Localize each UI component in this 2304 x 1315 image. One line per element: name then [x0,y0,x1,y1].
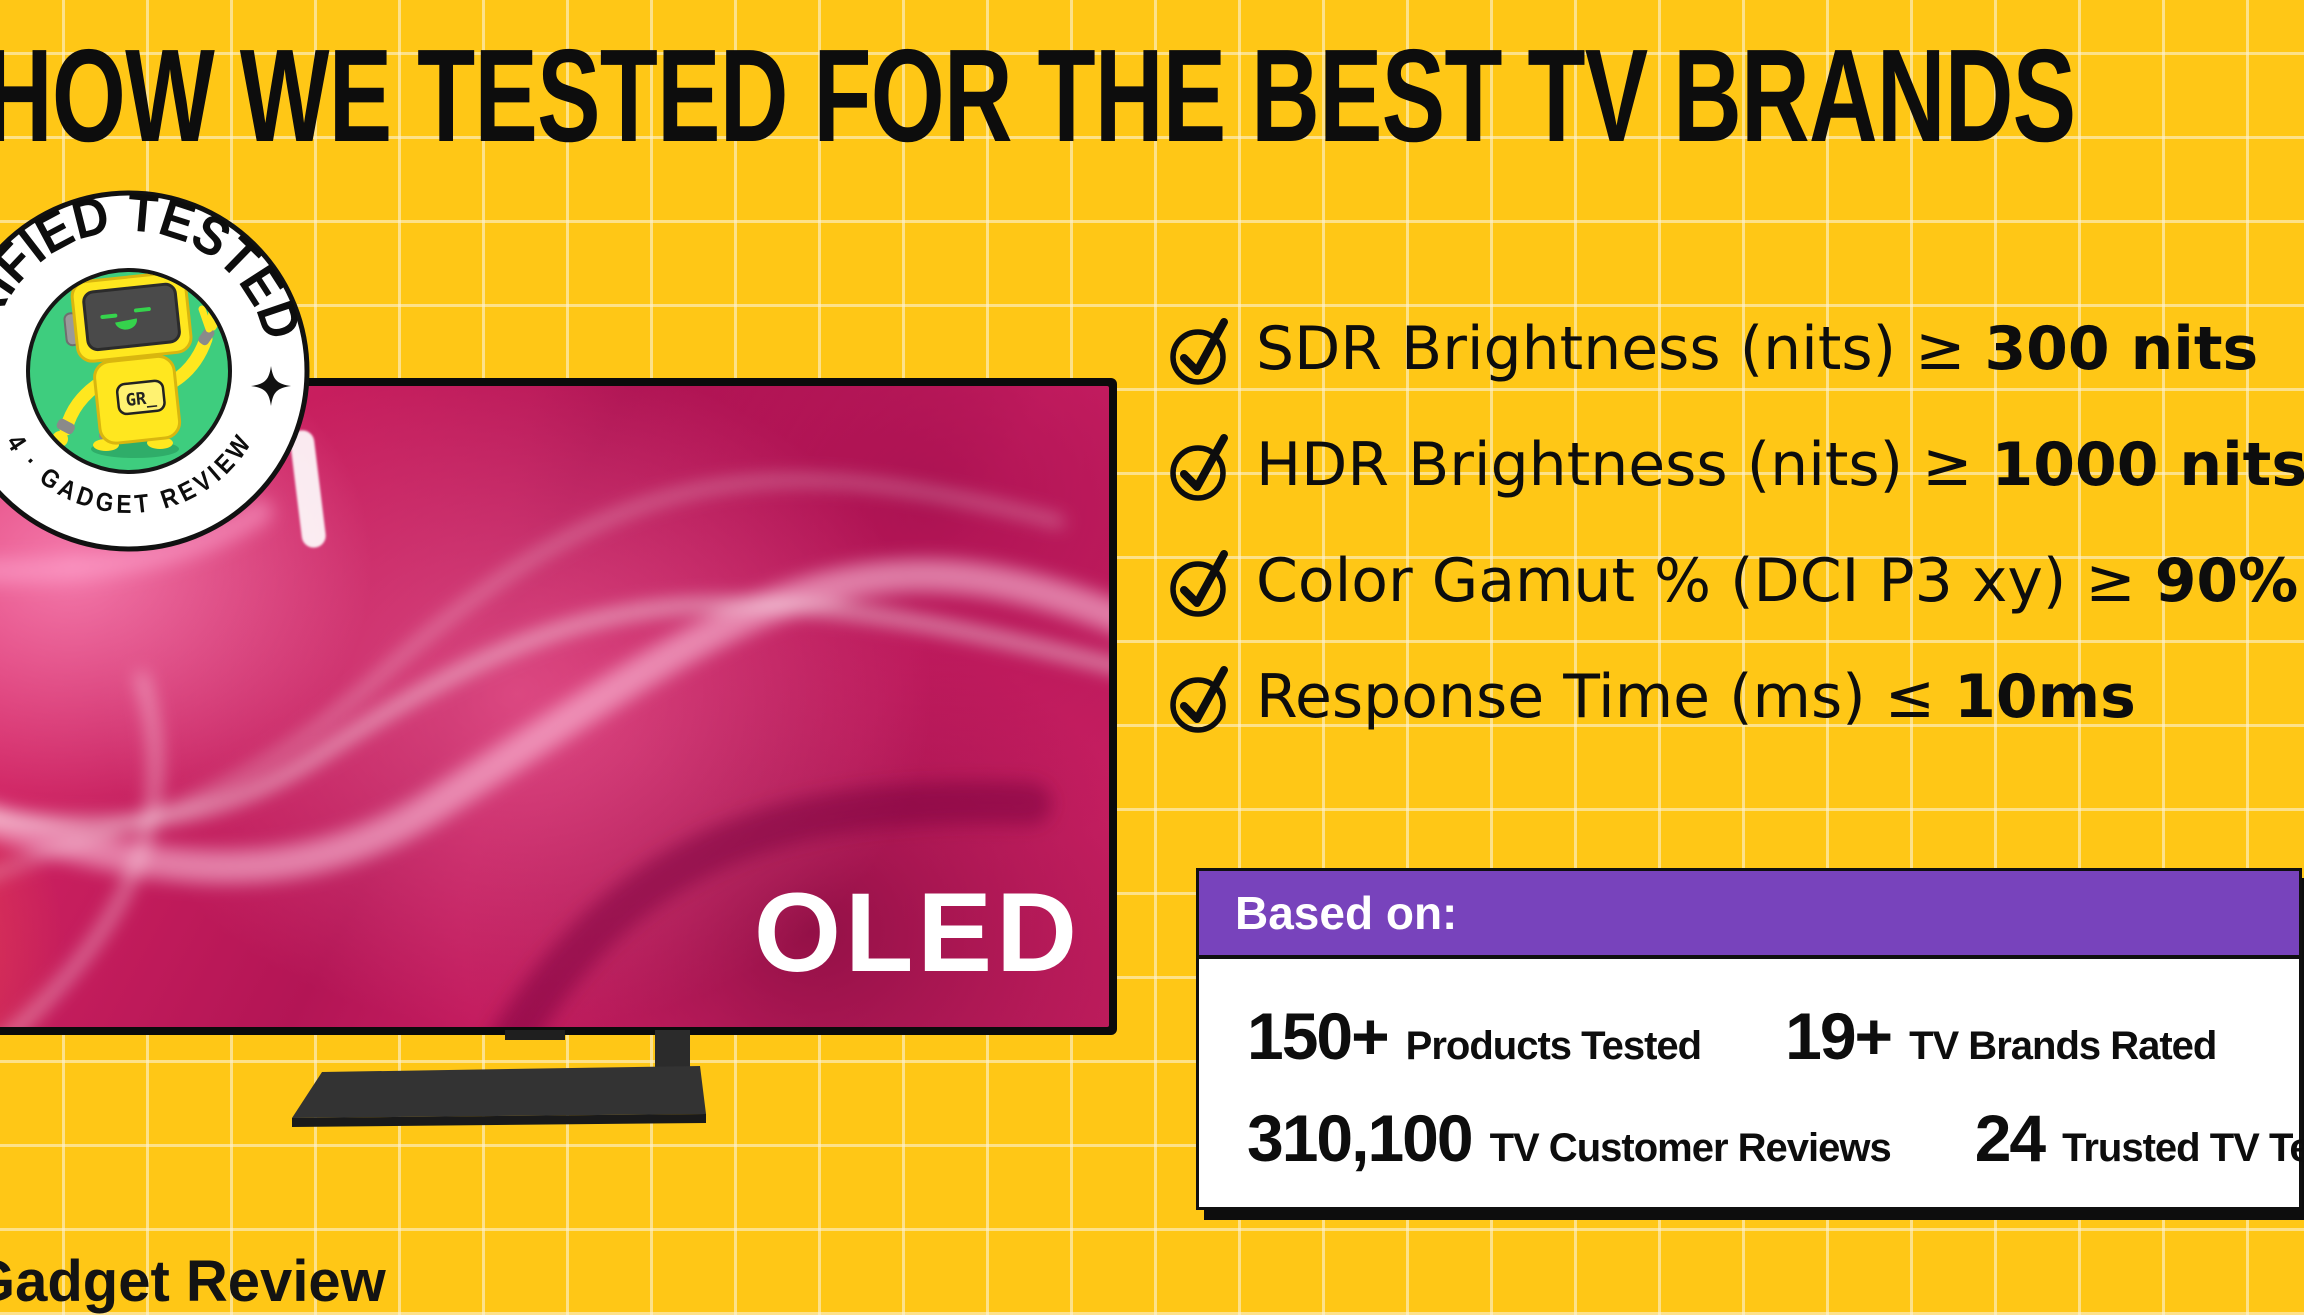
criteria-threshold: 1000 nits [1991,430,2304,500]
based-on-stats: 150+ Products Tested 19+ TV Brands Rated… [1199,959,2304,1207]
stats-row-1: 150+ Products Tested 19+ TV Brands Rated [1247,1003,2279,1069]
verified-tested-badge: VERIFIED TESTED 4 · GADGET REVIEW GR_ [0,182,313,552]
criteria-row-sdr: SDR Brightness (nits) ≥ 300 nits [1168,314,2304,385]
stat-label: TV Customer Reviews [1489,1126,1892,1170]
sparkle-icon [251,366,291,406]
criteria-label: Response Time (ms) ≤ [1256,662,1955,732]
robot-eye-left [100,313,118,319]
tv-stand [292,1030,706,1127]
tv-stand-base-shade [292,1114,706,1127]
oled-logo: OLED [753,870,1081,995]
tv-foot-tab [505,1030,565,1040]
based-on-card: Based on: 150+ Products Tested 19+ TV Br… [1196,868,2304,1210]
page-title: HOW WE TESTED FOR THE BEST TV BRANDS [0,22,2076,169]
tv-stand-base [292,1066,706,1118]
stat-value: 150+ [1247,999,1390,1073]
criteria-label: SDR Brightness (nits) ≥ [1256,314,1985,384]
stat-label: TV Brands Rated [1909,1024,2217,1068]
stat-label: Trusted TV Testers [2062,1126,2304,1170]
stat-value: 310,100 [1247,1101,1474,1175]
criteria-threshold: 300 nits [1984,314,2259,384]
criteria-row-color-gamut: Color Gamut % (DCI P3 xy) ≥ 90% [1168,546,2304,617]
criteria-text: Color Gamut % (DCI P3 xy) ≥ 90% [1256,546,2298,616]
stat-trusted-testers: 24 Trusted TV Testers [1975,1105,2304,1171]
robot-chest-label: GR_ [125,388,158,411]
robot-chest-badge [115,379,166,416]
criteria-text: SDR Brightness (nits) ≥ 300 nits [1256,314,2258,384]
robot-mascot: GR_ [52,272,226,458]
stat-customer-reviews: 310,100 TV Customer Reviews [1247,1101,1892,1175]
criteria-label: HDR Brightness (nits) ≥ [1256,430,1992,500]
check-circle-icon [1170,434,1228,501]
criteria-label: Color Gamut % (DCI P3 xy) ≥ [1256,546,2155,616]
stat-label: Products Tested [1405,1024,1702,1068]
criteria-threshold: 90% [2154,546,2299,616]
stats-row-2: 310,100 TV Customer Reviews 24 Trusted T… [1247,1101,2304,1175]
stat-value: 24 [1974,1101,2046,1175]
criteria-row-hdr: HDR Brightness (nits) ≥ 1000 nits [1168,430,2304,501]
based-on-title: Based on: [1235,887,1458,939]
stat-products-tested: 150+ Products Tested [1247,999,1702,1073]
gadget-review-logo: Gadget Review [0,1249,386,1314]
robot-mouth [115,318,137,330]
criteria-row-response-time: Response Time (ms) ≤ 10ms [1168,662,2304,733]
criteria-text: Response Time (ms) ≤ 10ms [1256,662,2136,732]
criteria-text: HDR Brightness (nits) ≥ 1000 nits [1256,430,2304,500]
check-circle-icon [1170,318,1228,385]
stat-brands-rated: 19+ TV Brands Rated [1785,999,2217,1073]
criteria-threshold: 10ms [1954,662,2136,732]
robot-face-screen [82,282,181,352]
test-criteria-list: SDR Brightness (nits) ≥ 300 nits HDR Bri… [1168,314,2304,780]
robot-eye-right [133,307,151,313]
check-circle-icon [1170,550,1228,617]
screen-swirls-art [0,475,1109,1027]
check-circle-icon [1170,666,1228,733]
based-on-header: Based on: [1199,871,2299,959]
stat-value: 19+ [1785,999,1893,1073]
